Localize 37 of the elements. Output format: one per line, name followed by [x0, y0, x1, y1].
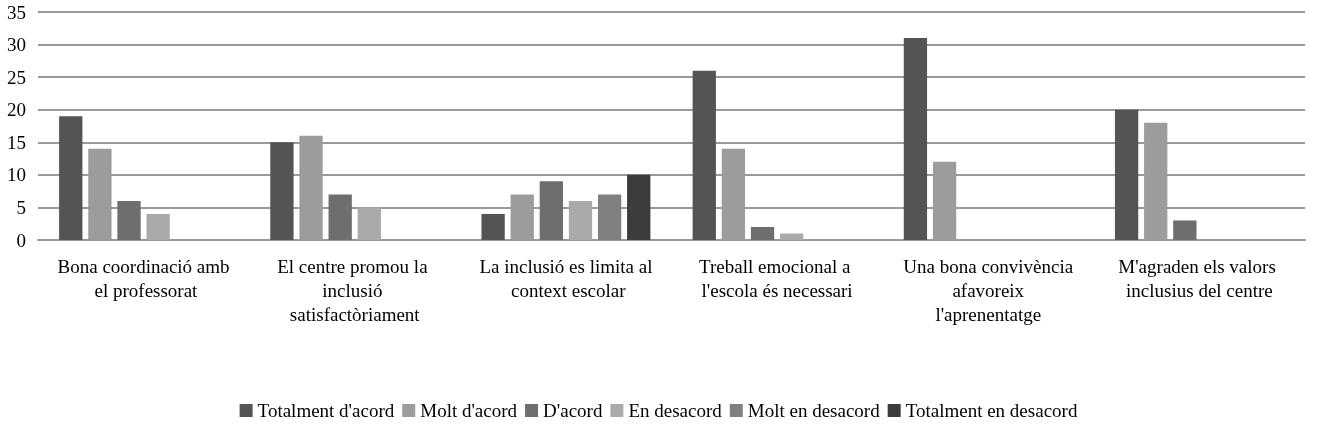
y-tick-label: 20 [7, 99, 26, 121]
x-tick-label: Una bona convivència afavoreix l'aprenentatge [903, 255, 1074, 325]
y-tick-label: 30 [7, 34, 26, 56]
y-tick-label: 15 [7, 131, 26, 153]
legend-label: Totalment en desacord [905, 400, 1078, 421]
bar [903, 38, 928, 240]
bar [1173, 220, 1197, 240]
legend-label: Molt en desacord [747, 400, 881, 421]
bar [146, 213, 170, 240]
y-tick-label: 10 [7, 164, 26, 186]
bar [328, 194, 352, 240]
legend-label: Totalment d'acord [257, 400, 395, 421]
y-tick-label: 5 [16, 196, 26, 218]
legend-label: D'acord [543, 400, 603, 421]
bar [481, 213, 505, 240]
legend-label: Molt d'acord [420, 400, 518, 421]
bar [117, 200, 141, 240]
y-tick-label: 0 [16, 229, 26, 251]
legend-label: En desacord [628, 400, 723, 421]
bar [270, 142, 294, 240]
x-tick-label: El centre promou la inclusió satisfactòriament [277, 255, 433, 325]
bar [539, 181, 563, 240]
bar [357, 207, 381, 240]
x-tick-label: M'agraden els valors inclusius del centre [1118, 255, 1281, 301]
x-tick-label: La inclusió es limita al context escolar [479, 255, 653, 301]
bar [780, 233, 804, 240]
bar [597, 194, 622, 240]
bar [568, 200, 593, 240]
y-tick-label: 35 [7, 1, 26, 23]
bar [627, 174, 651, 240]
bar [59, 116, 83, 240]
x-tick-label: Treball emocional a l'escola és necessari [699, 255, 856, 301]
bar [692, 70, 716, 240]
x-tick-label: Bona coordinació amb el professorat [57, 255, 230, 301]
y-tick-label: 25 [7, 66, 26, 88]
bar [750, 226, 775, 240]
bar [1114, 109, 1139, 240]
